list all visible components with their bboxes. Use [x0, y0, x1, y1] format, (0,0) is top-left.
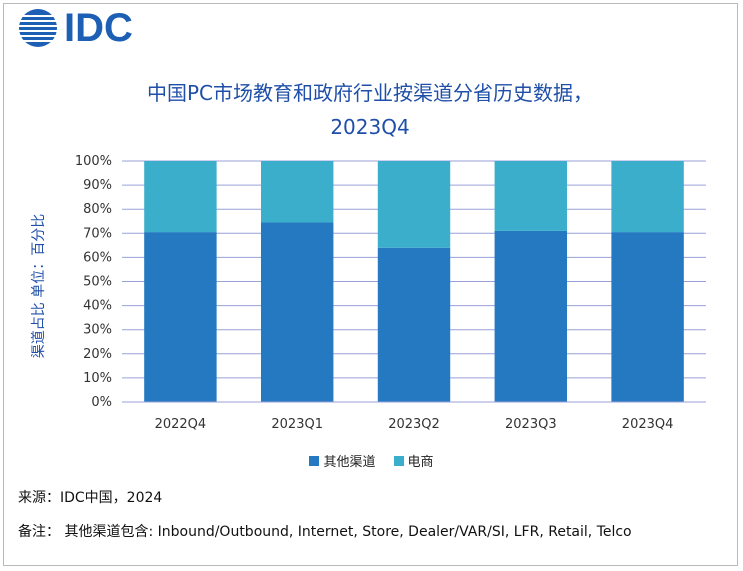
y-tick-label: 30%	[83, 323, 112, 338]
legend-swatch-other	[309, 455, 320, 466]
legend: 其他渠道 电商	[0, 451, 743, 470]
legend-item-ecommerce: 电商	[393, 451, 434, 470]
legend-swatch-ecommerce	[393, 455, 404, 466]
bar-segment-ecommerce	[494, 161, 568, 231]
bar-segment-ecommerce	[377, 161, 451, 248]
y-tick-label: 90%	[83, 178, 112, 193]
y-tick-label: 70%	[83, 226, 112, 241]
legend-item-other: 其他渠道	[309, 451, 376, 470]
legend-label-ecommerce: 电商	[407, 455, 434, 470]
y-tick-label: 10%	[83, 371, 112, 386]
y-tick-label: 80%	[83, 202, 112, 217]
idc-logo: IDC	[18, 6, 133, 50]
bar-segment-other	[494, 230, 568, 402]
y-tick-label: 50%	[83, 275, 112, 290]
bar-segment-other	[144, 232, 217, 402]
y-tick-label: 40%	[83, 299, 112, 314]
bar-segment-other	[260, 222, 334, 402]
source-note: 来源：IDC中国，2024	[18, 490, 163, 506]
bar-segment-ecommerce	[260, 161, 334, 223]
x-tick-label: 2023Q4	[622, 417, 674, 432]
x-tick-label: 2023Q1	[271, 417, 323, 432]
stacked-bar-chart: 0% 10% 20% 30% 40% 50% 60% 70% 80% 90% 100% 2022Q4 2…	[75, 154, 706, 432]
bar-segment-other	[377, 247, 451, 402]
y-tick-label: 20%	[83, 347, 112, 362]
y-tick-label: 60%	[83, 250, 112, 265]
bar-segment-ecommerce	[611, 161, 684, 233]
globe-icon	[18, 9, 58, 47]
x-tick-label: 2023Q3	[505, 417, 557, 432]
x-tick-label: 2023Q2	[388, 417, 440, 432]
logo-text: IDC	[64, 6, 133, 50]
x-tick-label: 2022Q4	[155, 417, 207, 432]
bar-segment-other	[611, 232, 684, 402]
chart-title-line2: 2023Q4	[330, 115, 410, 139]
y-tick-label: 100%	[75, 154, 112, 169]
y-tick-label: 0%	[91, 395, 112, 410]
remark-note: 备注： 其他渠道包含: Inbound/Outbound, Internet, …	[18, 524, 632, 540]
legend-label-other: 其他渠道	[323, 455, 376, 470]
bar-segment-ecommerce	[144, 161, 217, 233]
chart-title-line1: 中国PC市场教育和政府行业按渠道分省历史数据，	[146, 81, 594, 105]
